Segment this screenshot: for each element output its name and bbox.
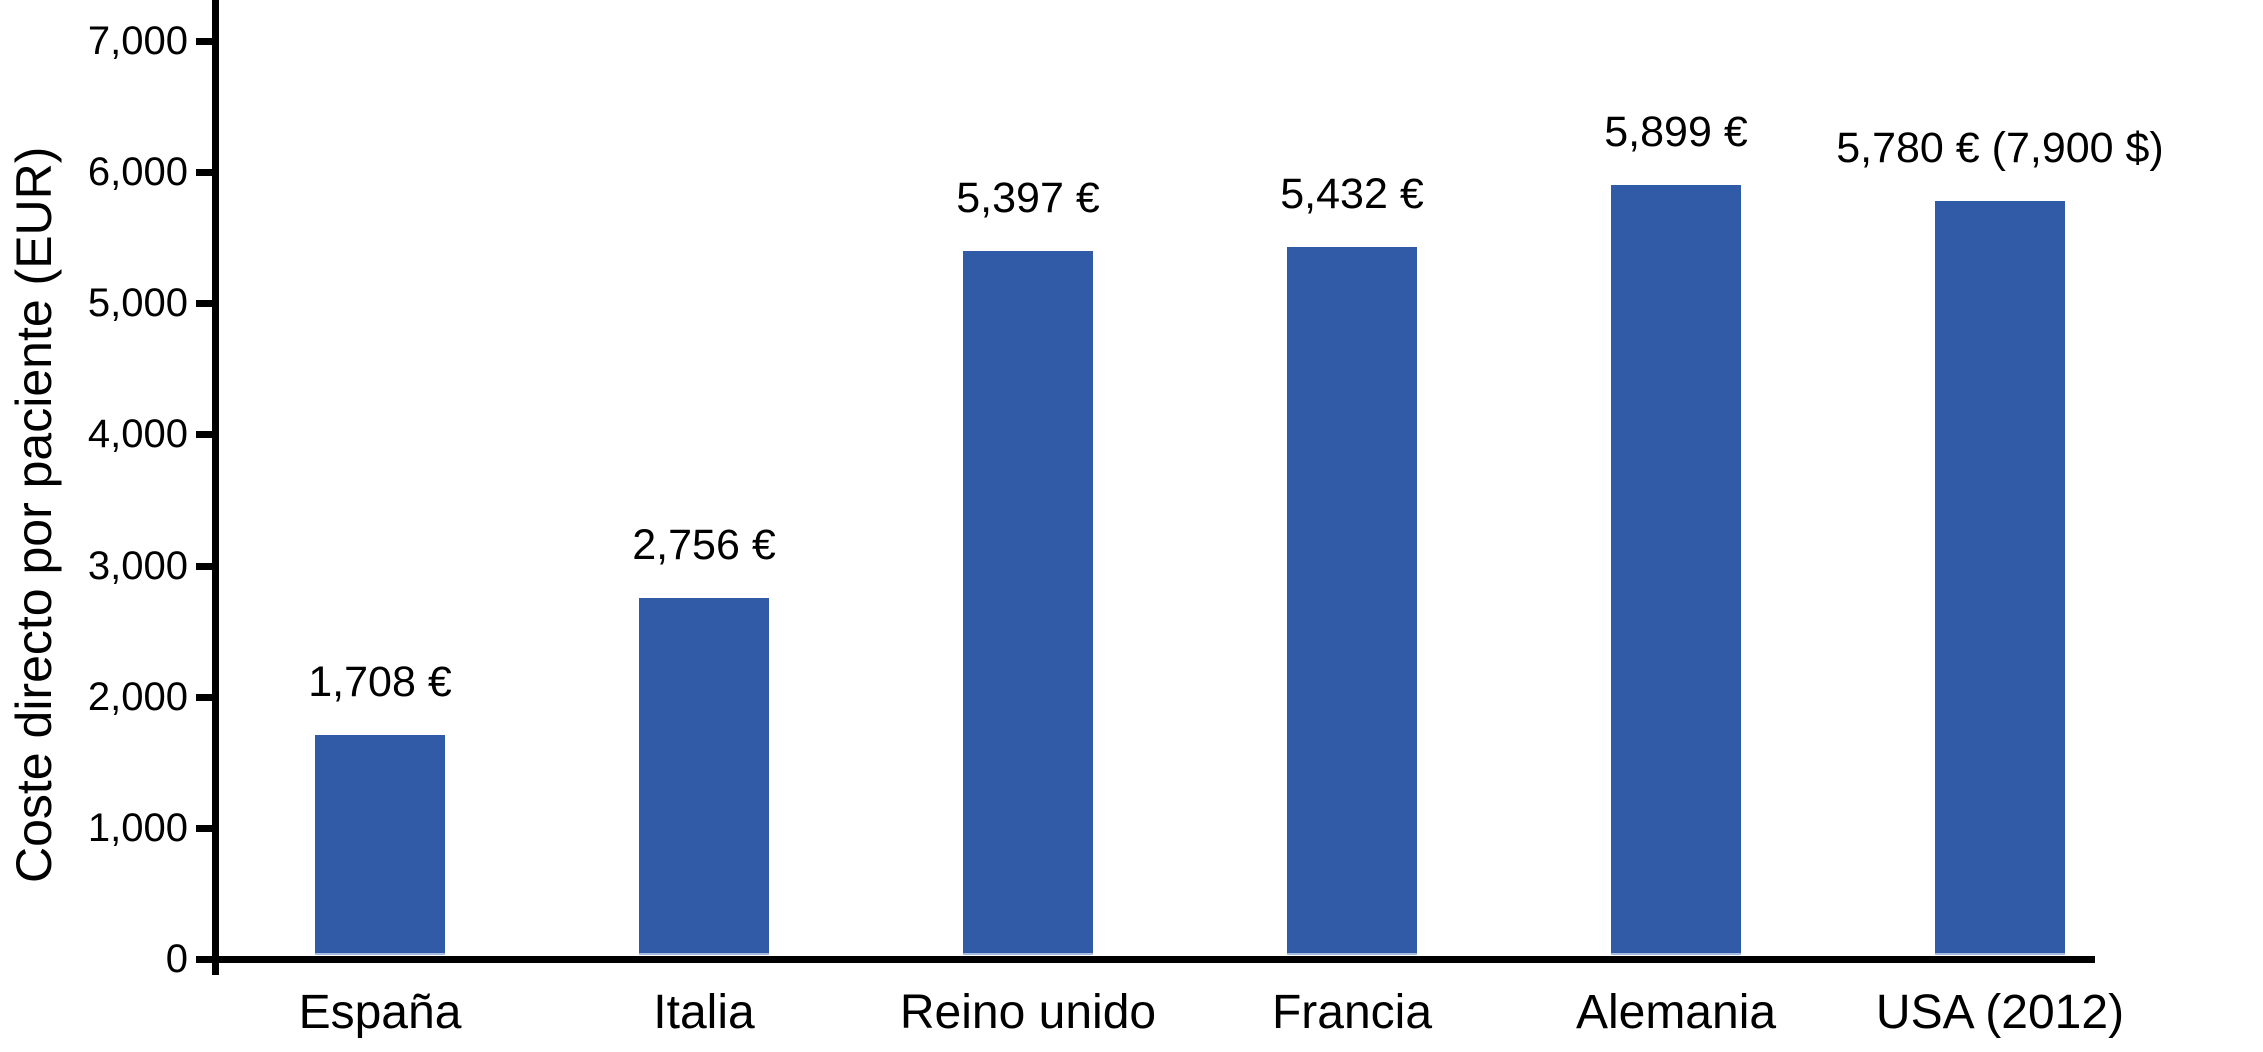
x-axis-category-label: España [298,986,462,1039]
bar [1287,247,1417,955]
y-tick-mark [196,38,212,45]
y-tick-label: 4,000 [87,412,188,456]
bar [315,735,445,955]
bar-value-label: 5,780 € (7,900 $) [1836,124,2164,172]
y-tick-mark [196,694,212,701]
y-tick-mark [196,169,212,176]
bar-value-label: 5,397 € [956,174,1100,222]
x-axis-category-label: USA (2012) [1875,986,2125,1039]
y-tick-label: 0 [165,937,188,981]
y-tick-label: 6,000 [87,150,188,194]
y-tick-label: 2,000 [87,675,188,719]
x-axis-line [197,956,2095,963]
y-tick-label: 7,000 [87,19,188,63]
bar [1935,201,2065,955]
bar-value-label: 5,899 € [1604,108,1748,156]
y-tick-label: 3,000 [87,544,188,588]
y-tick-label: 1,000 [87,806,188,850]
y-tick-mark [196,956,212,963]
bar [963,251,1093,955]
y-tick-mark [196,825,212,832]
x-axis-category-label: Italia [653,986,755,1039]
y-axis-line [212,0,219,975]
bar [1611,185,1741,955]
bar-value-label: 1,708 € [308,658,452,706]
y-tick-mark [196,431,212,438]
y-tick-mark [196,300,212,307]
bar [639,598,769,955]
x-axis-category-label: Francia [1271,986,1433,1039]
y-tick-label: 5,000 [87,281,188,325]
x-axis-category-label: Alemania [1575,986,1777,1039]
bar-value-label: 2,756 € [632,521,776,569]
bar-value-label: 5,432 € [1280,170,1424,218]
y-axis-title: Coste directo por paciente (EUR) [6,146,62,884]
x-axis-category-label: Reino unido [899,986,1157,1039]
y-tick-mark [196,563,212,570]
